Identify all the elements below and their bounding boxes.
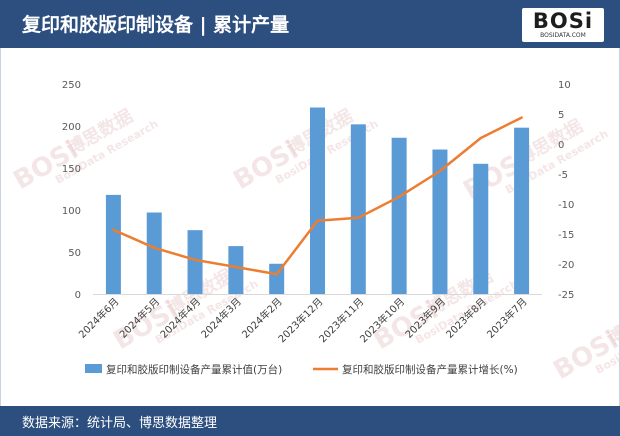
bar xyxy=(228,246,244,294)
bar xyxy=(432,149,448,294)
bar xyxy=(391,137,407,294)
y-left-tick-label: 50 xyxy=(68,248,81,259)
x-tick-label: 2024年2月 xyxy=(239,295,285,341)
bar xyxy=(514,127,530,295)
y-right-tick-label: -5 xyxy=(558,170,568,181)
bar xyxy=(146,212,162,294)
data-source: 数据来源：统计局、博思数据整理 xyxy=(22,416,218,431)
y-right-tick-label: -10 xyxy=(558,200,574,211)
legend-bar-label: 复印和胶版印制设备产量累计值(万台) xyxy=(106,363,282,376)
brand-logo: BOSi BOSIDATA.COM xyxy=(522,8,604,42)
bar xyxy=(310,107,325,295)
y-right-tick-label: -20 xyxy=(558,260,574,271)
bar xyxy=(350,124,366,294)
legend-line-label: 复印和胶版印制设备产量累计增长(%) xyxy=(342,363,518,376)
y-left-tick-label: 0 xyxy=(75,290,81,301)
y-right-tick-label: -25 xyxy=(558,290,574,301)
bar xyxy=(105,194,121,294)
header-bar: 复印和胶版印制设备 | 累计产量 BOSi BOSIDATA.COM xyxy=(0,0,620,48)
y-left-tick-label: 250 xyxy=(62,80,81,91)
bar xyxy=(473,163,489,294)
logo-text: BOSi xyxy=(532,9,594,33)
footer-bar: 数据来源：统计局、博思数据整理 xyxy=(0,406,620,436)
y-right-tick-label: 10 xyxy=(558,80,571,91)
y-left-tick-label: 100 xyxy=(62,206,81,217)
y-right-tick-label: 5 xyxy=(558,110,564,121)
y-right-tick-label: -15 xyxy=(558,230,574,241)
logo-subtext: BOSIDATA.COM xyxy=(540,32,586,39)
bar xyxy=(187,230,203,294)
y-right-tick-label: 0 xyxy=(558,140,564,151)
y-left-tick-label: 150 xyxy=(62,164,81,175)
y-left-tick-label: 200 xyxy=(62,122,81,133)
legend-bar-swatch xyxy=(85,364,102,373)
page-title: 复印和胶版印制设备 | 累计产量 xyxy=(22,14,290,36)
